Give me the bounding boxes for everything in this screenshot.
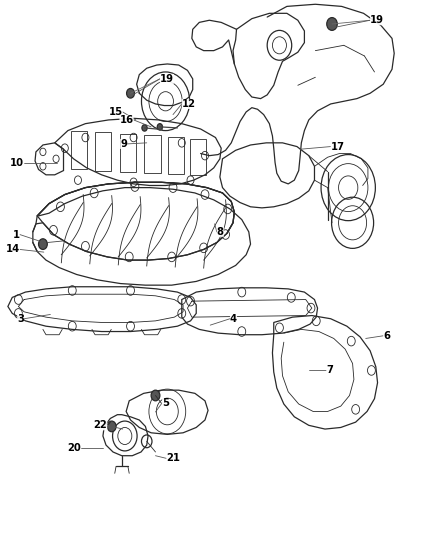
Text: 19: 19 [160, 74, 174, 84]
Text: 3: 3 [17, 314, 24, 324]
Circle shape [142, 125, 147, 131]
Text: 6: 6 [383, 331, 390, 341]
Text: 9: 9 [120, 139, 127, 149]
Text: 15: 15 [109, 107, 123, 117]
Circle shape [327, 18, 337, 30]
Text: 21: 21 [166, 454, 180, 463]
Circle shape [151, 390, 160, 401]
Circle shape [157, 124, 162, 130]
Text: 22: 22 [94, 421, 107, 430]
Text: 7: 7 [326, 366, 333, 375]
Text: 14: 14 [5, 245, 20, 254]
Text: 17: 17 [331, 142, 345, 151]
Circle shape [39, 239, 47, 249]
Text: 10: 10 [10, 158, 24, 167]
Text: 8: 8 [217, 227, 224, 237]
Text: 19: 19 [370, 15, 384, 25]
Text: 16: 16 [120, 115, 134, 125]
Text: 4: 4 [230, 314, 237, 324]
Text: 20: 20 [67, 443, 81, 453]
Text: 1: 1 [13, 230, 20, 239]
Circle shape [127, 88, 134, 98]
Circle shape [107, 421, 116, 432]
Text: 12: 12 [182, 99, 196, 109]
Text: 5: 5 [162, 398, 169, 408]
